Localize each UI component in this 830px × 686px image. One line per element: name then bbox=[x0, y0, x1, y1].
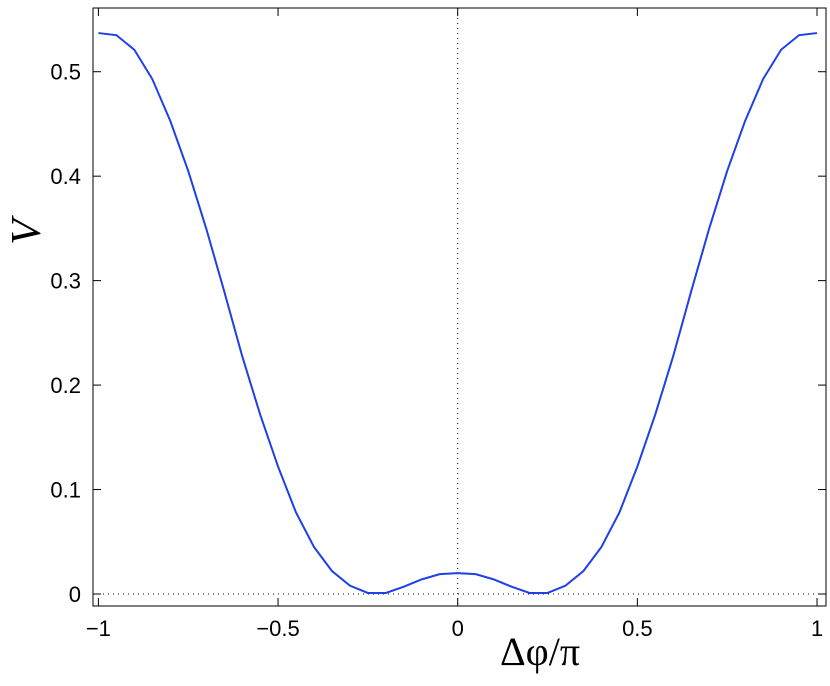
x-tick-label: 0.5 bbox=[622, 616, 653, 641]
x-tick-label: −0.5 bbox=[256, 616, 299, 641]
y-tick-label: 0.2 bbox=[50, 373, 81, 398]
x-tick-label: 1 bbox=[811, 616, 823, 641]
y-tick-label: 0.1 bbox=[50, 478, 81, 503]
y-axis-label: V bbox=[4, 215, 50, 245]
x-tick-label: −1 bbox=[86, 616, 111, 641]
y-tick-label: 0.5 bbox=[50, 60, 81, 85]
y-tick-label: 0.4 bbox=[50, 164, 81, 189]
data-line bbox=[98, 32, 818, 594]
y-tick-label: 0 bbox=[69, 582, 81, 607]
y-tick-label: 0.3 bbox=[50, 269, 81, 294]
x-axis-label: Δφ/π bbox=[500, 629, 580, 674]
plot-frame bbox=[92, 7, 827, 607]
x-tick-label: 0 bbox=[452, 616, 464, 641]
